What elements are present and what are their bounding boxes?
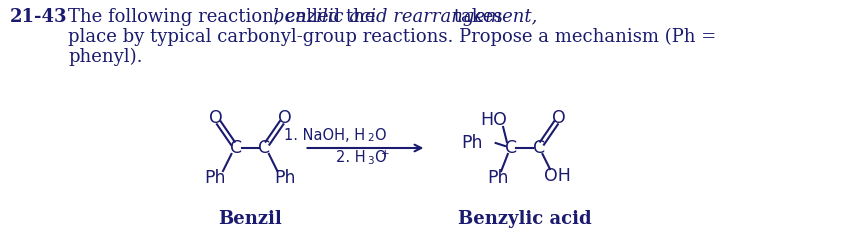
- Text: Benzylic acid: Benzylic acid: [458, 210, 591, 228]
- Text: C: C: [532, 139, 545, 157]
- Text: 2: 2: [368, 133, 374, 143]
- Text: The following reaction, called the: The following reaction, called the: [68, 8, 382, 26]
- Text: C: C: [230, 139, 242, 157]
- Text: Ph: Ph: [274, 169, 295, 187]
- Text: phenyl).: phenyl).: [68, 48, 143, 66]
- Text: C: C: [505, 139, 516, 157]
- Text: +: +: [381, 149, 390, 159]
- Text: Benzil: Benzil: [219, 210, 282, 228]
- Text: O: O: [374, 151, 385, 165]
- Text: Ph: Ph: [487, 169, 508, 187]
- Text: benzilic acid rearrangement,: benzilic acid rearrangement,: [272, 8, 537, 26]
- Text: O: O: [374, 128, 385, 142]
- Text: 3: 3: [368, 156, 374, 166]
- Text: 21-43: 21-43: [9, 8, 67, 26]
- Text: O: O: [278, 109, 292, 127]
- Text: Ph: Ph: [461, 134, 483, 152]
- Text: 1. NaOH, H: 1. NaOH, H: [284, 128, 365, 142]
- Text: O: O: [209, 109, 222, 127]
- Text: Ph: Ph: [204, 169, 226, 187]
- Text: C: C: [258, 139, 270, 157]
- Text: OH: OH: [544, 167, 571, 185]
- Text: 2. H: 2. H: [336, 151, 365, 165]
- Text: takes: takes: [448, 8, 502, 26]
- Text: place by typical carbonyl-group reactions. Propose a mechanism (Ph =: place by typical carbonyl-group reaction…: [68, 28, 717, 46]
- Text: O: O: [553, 109, 566, 127]
- Text: HO: HO: [480, 111, 507, 129]
